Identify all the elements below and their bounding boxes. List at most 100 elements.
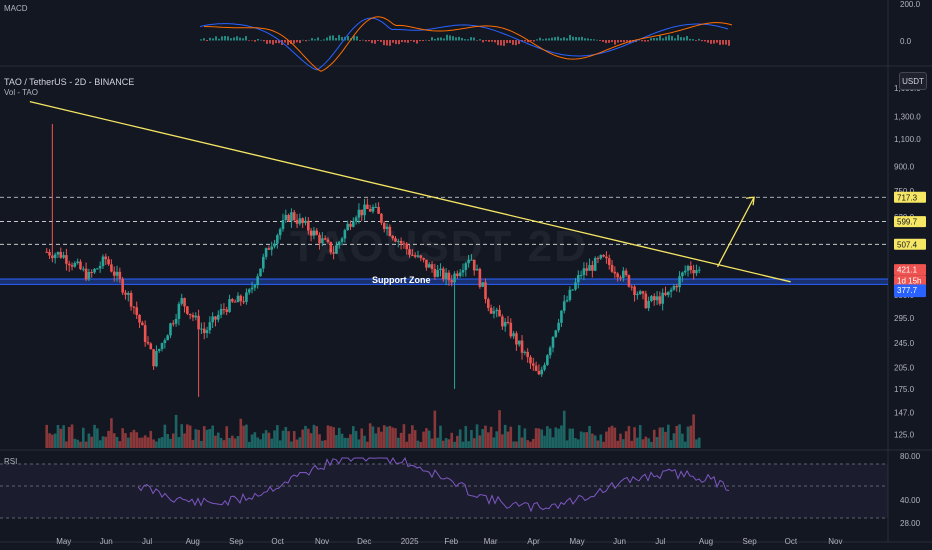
macd-histogram-bar[interactable] bbox=[266, 40, 268, 44]
candle-body[interactable] bbox=[622, 270, 625, 279]
macd-histogram-bar[interactable] bbox=[419, 40, 421, 42]
volume-bar[interactable] bbox=[261, 433, 265, 448]
macd-histogram-bar[interactable] bbox=[215, 36, 217, 41]
volume-bar[interactable] bbox=[194, 429, 198, 448]
candle-body[interactable] bbox=[647, 300, 650, 309]
candle-body[interactable] bbox=[478, 268, 482, 287]
macd-histogram-bar[interactable] bbox=[653, 37, 655, 41]
volume-bar[interactable] bbox=[65, 441, 68, 448]
macd-histogram-bar[interactable] bbox=[548, 38, 550, 41]
volume-bar[interactable] bbox=[287, 431, 290, 448]
volume-bar[interactable] bbox=[515, 441, 518, 448]
candle-body[interactable] bbox=[202, 328, 206, 334]
candle-body[interactable] bbox=[371, 206, 375, 212]
volume-bar[interactable] bbox=[216, 432, 220, 448]
volume-bar[interactable] bbox=[641, 439, 645, 448]
volume-bar[interactable] bbox=[211, 425, 214, 448]
candle-body[interactable] bbox=[301, 218, 304, 224]
candle-body[interactable] bbox=[197, 315, 200, 330]
volume-bar[interactable] bbox=[276, 425, 279, 448]
volume-bar[interactable] bbox=[202, 426, 206, 448]
macd-histogram-bar[interactable] bbox=[680, 37, 682, 41]
candle-body[interactable] bbox=[582, 268, 586, 276]
candle-body[interactable] bbox=[633, 286, 636, 296]
candle-body[interactable] bbox=[247, 289, 251, 293]
volume-bar[interactable] bbox=[692, 414, 695, 448]
candle-body[interactable] bbox=[169, 323, 172, 336]
macd-histogram-bar[interactable] bbox=[485, 40, 487, 42]
candle-body[interactable] bbox=[377, 206, 380, 214]
volume-bar[interactable] bbox=[321, 440, 324, 448]
macd-histogram-bar[interactable] bbox=[578, 37, 580, 41]
candle-body[interactable] bbox=[374, 206, 378, 208]
symbol-title[interactable]: TAO / TetherUS - 2D - BINANCE bbox=[4, 77, 135, 87]
candle-body[interactable] bbox=[697, 269, 701, 271]
volume-bar[interactable] bbox=[242, 425, 245, 448]
macd-histogram-bar[interactable] bbox=[338, 35, 340, 41]
candle-body[interactable] bbox=[96, 268, 99, 270]
volume-bar[interactable] bbox=[405, 441, 409, 448]
candle-body[interactable] bbox=[321, 238, 324, 244]
macd-histogram-bar[interactable] bbox=[428, 40, 430, 41]
candle-body[interactable] bbox=[396, 240, 400, 242]
macd-histogram-bar[interactable] bbox=[323, 39, 325, 41]
volume-bar[interactable] bbox=[388, 425, 392, 448]
macd-histogram-bar[interactable] bbox=[371, 40, 373, 44]
volume-bar[interactable] bbox=[76, 439, 79, 448]
volume-bar[interactable] bbox=[495, 431, 499, 448]
macd-histogram-bar[interactable] bbox=[707, 40, 709, 43]
macd-histogram-bar[interactable] bbox=[221, 36, 223, 41]
volume-bar[interactable] bbox=[366, 441, 369, 448]
candle-body[interactable] bbox=[382, 222, 386, 229]
candle-body[interactable] bbox=[661, 292, 664, 304]
volume-bar[interactable] bbox=[591, 433, 594, 448]
volume-bar[interactable] bbox=[180, 424, 184, 448]
macd-histogram-bar[interactable] bbox=[551, 37, 553, 41]
candle-body[interactable] bbox=[228, 299, 231, 312]
volume-bar[interactable] bbox=[554, 427, 558, 448]
volume-bar[interactable] bbox=[636, 437, 639, 448]
macd-histogram-bar[interactable] bbox=[662, 38, 664, 41]
volume-bar[interactable] bbox=[143, 435, 147, 448]
candle-body[interactable] bbox=[239, 295, 243, 302]
candle-body[interactable] bbox=[433, 269, 437, 277]
candle-body[interactable] bbox=[73, 262, 77, 267]
macd-histogram-bar[interactable] bbox=[524, 40, 526, 42]
volume-bar[interactable] bbox=[239, 418, 243, 448]
volume-bar[interactable] bbox=[411, 425, 414, 448]
macd-histogram-bar[interactable] bbox=[665, 36, 667, 41]
macd-histogram-bar[interactable] bbox=[698, 38, 700, 41]
volume-bar[interactable] bbox=[188, 425, 192, 448]
volume-bar[interactable] bbox=[222, 440, 226, 448]
macd-histogram-bar[interactable] bbox=[437, 37, 439, 41]
candle-body[interactable] bbox=[385, 226, 389, 229]
candle-body[interactable] bbox=[450, 280, 454, 283]
volume-bar[interactable] bbox=[236, 436, 240, 448]
volume-bar[interactable] bbox=[675, 425, 679, 448]
candle-body[interactable] bbox=[186, 306, 189, 314]
candle-body[interactable] bbox=[695, 270, 698, 274]
volume-bar[interactable] bbox=[160, 437, 164, 448]
volume-bar[interactable] bbox=[413, 430, 417, 448]
volume-bar[interactable] bbox=[461, 441, 465, 448]
volume-bar[interactable] bbox=[363, 435, 366, 448]
volume-bar[interactable] bbox=[337, 427, 341, 448]
candle-body[interactable] bbox=[295, 219, 299, 224]
volume-bar[interactable] bbox=[396, 437, 400, 448]
macd-histogram-bar[interactable] bbox=[341, 37, 343, 41]
macd-histogram-bar[interactable] bbox=[455, 37, 457, 41]
candle-body[interactable] bbox=[346, 223, 349, 231]
volume-bar[interactable] bbox=[304, 425, 307, 448]
volume-bar[interactable] bbox=[593, 435, 597, 448]
candle-body[interactable] bbox=[81, 268, 85, 270]
macd-histogram-bar[interactable] bbox=[674, 38, 676, 41]
macd-histogram-bar[interactable] bbox=[236, 36, 238, 41]
volume-bar[interactable] bbox=[667, 424, 670, 448]
candle-body[interactable] bbox=[447, 272, 451, 281]
volume-bar[interactable] bbox=[526, 440, 529, 448]
candle-body[interactable] bbox=[183, 298, 186, 307]
candle-body[interactable] bbox=[259, 268, 262, 277]
macd-histogram-bar[interactable] bbox=[212, 38, 214, 41]
candle-body[interactable] bbox=[458, 272, 462, 277]
macd-histogram-bar[interactable] bbox=[263, 40, 265, 42]
